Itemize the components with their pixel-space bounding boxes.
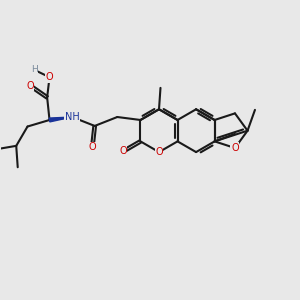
Text: NH: NH (65, 112, 80, 122)
Text: H: H (31, 65, 38, 74)
Text: O: O (88, 142, 96, 152)
Polygon shape (49, 117, 72, 122)
Text: O: O (155, 147, 163, 157)
Text: O: O (231, 143, 239, 153)
Text: O: O (46, 72, 53, 82)
Text: O: O (26, 80, 34, 91)
Text: O: O (119, 146, 127, 157)
